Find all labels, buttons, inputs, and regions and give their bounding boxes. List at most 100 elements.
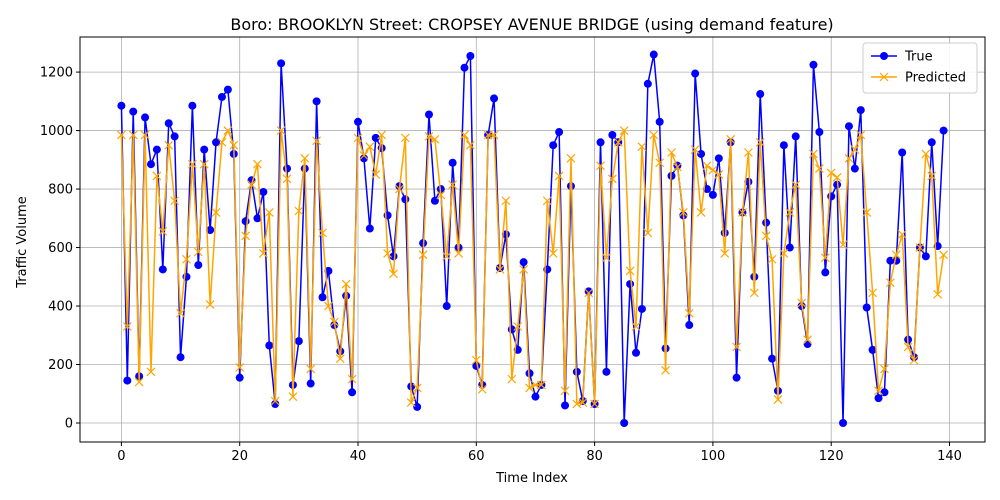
y-tick-label: 400 [48,300,73,315]
data-point-predicted [542,196,552,206]
x-marker-stroke [915,243,925,252]
x-marker-stroke [128,130,138,140]
data-point-predicted [643,228,653,238]
x-marker-stroke [667,148,676,157]
data-point-true [200,145,209,154]
data-point-predicted [448,180,458,190]
data-point-predicted [241,231,251,241]
data-point-predicted [613,137,623,147]
y-tick-label: 800 [48,183,73,198]
x-marker-stroke [921,149,931,159]
data-point-true [708,190,717,199]
legend-marker [879,72,889,82]
data-point-predicted [394,184,404,194]
data-point-predicted [430,134,440,144]
x-marker-stroke [448,180,458,190]
data-point-predicted [347,374,357,384]
x-marker-stroke [312,136,322,146]
x-marker-stroke [850,145,860,155]
data-point-true [424,110,433,119]
data-point-predicted [702,161,712,171]
data-point-predicted [406,398,416,407]
series-layer [116,50,949,427]
data-point-true [371,133,380,142]
x-marker-stroke [791,180,801,190]
x-marker-stroke [613,137,623,147]
data-point-predicted [667,148,676,157]
data-point-true [123,376,132,385]
data-point-true [283,164,292,173]
data-point-true [188,101,197,110]
data-point-true [649,50,658,59]
data-point-true [584,287,593,296]
x-tick-label: 40 [350,449,367,464]
data-point-predicted [116,130,126,140]
data-point-true [732,373,741,382]
data-point-predicted [578,398,588,407]
x-marker-stroke [424,131,434,141]
x-marker-stroke [377,130,387,140]
data-point-predicted [489,130,499,140]
x-marker-stroke [465,140,475,150]
data-point-predicted [140,130,150,140]
data-point-predicted [939,250,949,260]
data-point-predicted [720,248,730,258]
data-point-predicted [714,170,724,179]
data-point-predicted [631,322,641,331]
data-point-predicted [803,335,812,345]
x-marker-stroke [122,322,132,331]
data-point-predicted [229,140,239,150]
x-marker-stroke [773,395,783,405]
x-marker-stroke [803,335,812,345]
x-marker-stroke [359,151,369,160]
data-point-true [898,148,907,157]
x-marker-stroke [525,383,534,393]
x-marker-stroke [809,149,818,159]
data-point-true [714,154,723,163]
x-marker-stroke [655,158,665,168]
x-marker-stroke [347,374,357,384]
x-marker-stroke [353,133,363,143]
data-point-predicted [874,386,883,396]
data-point-predicted [661,365,671,375]
data-point-predicted [264,208,274,217]
data-point-true [176,353,185,362]
x-marker-stroke [761,231,771,241]
data-point-predicted [247,180,256,190]
data-point-predicted [495,265,505,274]
data-point-predicted [637,142,647,152]
data-point-true [555,128,564,137]
x-marker-stroke [436,190,446,200]
x-marker-stroke [418,250,428,260]
data-point-predicted [170,196,180,206]
data-point-true [117,101,126,110]
data-point-predicted [726,134,736,144]
x-marker-stroke [241,231,251,241]
x-marker-stroke [542,196,552,206]
x-marker-stroke [684,308,694,318]
x-marker-stroke [880,364,889,374]
x-marker-stroke [306,364,316,374]
x-marker-stroke [223,126,233,135]
data-point-predicted [329,317,339,327]
data-point-true [490,94,499,103]
data-point-true [868,345,877,354]
data-point-true [602,367,611,376]
data-point-predicted [223,126,233,135]
x-marker-stroke [324,301,333,311]
x-marker-stroke [649,130,659,140]
data-point-true [596,138,605,147]
data-point-predicted [548,248,558,258]
data-point-true [632,348,641,357]
data-point-predicted [377,130,387,140]
x-marker-stroke [891,250,901,260]
data-point-true [294,337,303,346]
data-point-predicted [933,289,943,299]
data-point-true [306,379,315,388]
x-marker-stroke [501,196,511,206]
data-point-true [803,340,812,349]
x-marker-stroke [637,142,647,152]
x-marker-stroke [643,228,653,238]
data-point-predicted [460,130,469,140]
x-marker-stroke [743,148,753,157]
